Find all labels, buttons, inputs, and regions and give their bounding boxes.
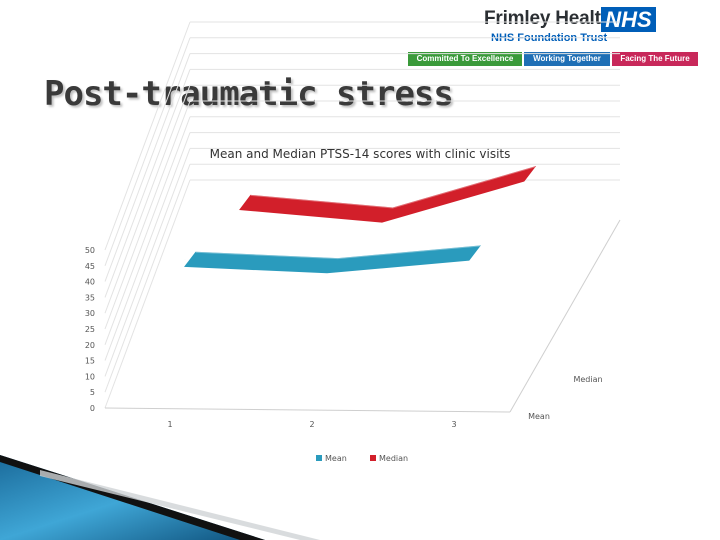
org-name: Frimley Health [484,8,613,29]
gridline-depth [104,69,191,298]
gridline-depth [104,21,191,251]
y-tick-label: 10 [85,372,95,381]
x-tick-label: 1 [167,420,172,429]
gridline-depth [104,164,191,393]
gridline-depth [104,53,191,282]
gridline-depth [104,100,191,330]
depth-axis-line [509,219,621,413]
series-ribbon-median [239,165,537,223]
y-tick-label: 40 [85,278,95,287]
legend-swatch-median [370,455,376,461]
nhs-logo: NHS [601,7,656,32]
depth-axis-label: Median [573,375,602,384]
y-tick-label: 25 [85,325,95,334]
y-tick-label: 45 [85,262,95,271]
chart-labels: 0 5 10 15 20 25 30 35 40 45 50 1 2 3 Mean Median Mean Med… [85,246,603,463]
y-tick-label: 5 [90,388,95,397]
y-tick-label: 50 [85,246,95,255]
x-tick-label: 2 [309,420,314,429]
value-committed-to-excellence: Committed To Excellence [408,52,522,66]
chart-grid [104,21,621,413]
gridline-depth [104,37,191,266]
y-tick-label: 35 [85,293,95,302]
gridline-depth [104,85,191,314]
chart-title: Mean and Median PTSS-14 scores with clin… [209,147,511,161]
y-tick-label: 0 [90,404,95,413]
gridline-depth [104,132,191,361]
y-tick-label: 30 [85,309,95,318]
series-edge-mean [195,245,480,260]
y-tick-label: 20 [85,341,95,350]
series-edge-median [250,166,535,209]
gridline-depth [104,148,191,377]
x-axis-line [104,407,511,413]
corner-grey-stripe [40,470,320,540]
legend-swatch-mean [316,455,322,461]
chart-series [184,165,537,274]
corner-decoration [0,455,320,540]
value-facing-the-future: Facing The Future [612,52,698,66]
value-working-together: Working Together [524,52,610,66]
gridline-depth [104,179,191,409]
depth-axis-label: Mean [528,412,550,421]
x-tick-label: 3 [451,420,456,429]
gridline-depth [104,116,191,345]
y-tick-label: 15 [85,357,95,366]
legend-label-median: Median [379,454,408,463]
legend-label-mean: Mean [325,454,347,463]
series-ribbon-mean [184,245,481,274]
slide-title: Post-traumatic stress [44,74,454,114]
